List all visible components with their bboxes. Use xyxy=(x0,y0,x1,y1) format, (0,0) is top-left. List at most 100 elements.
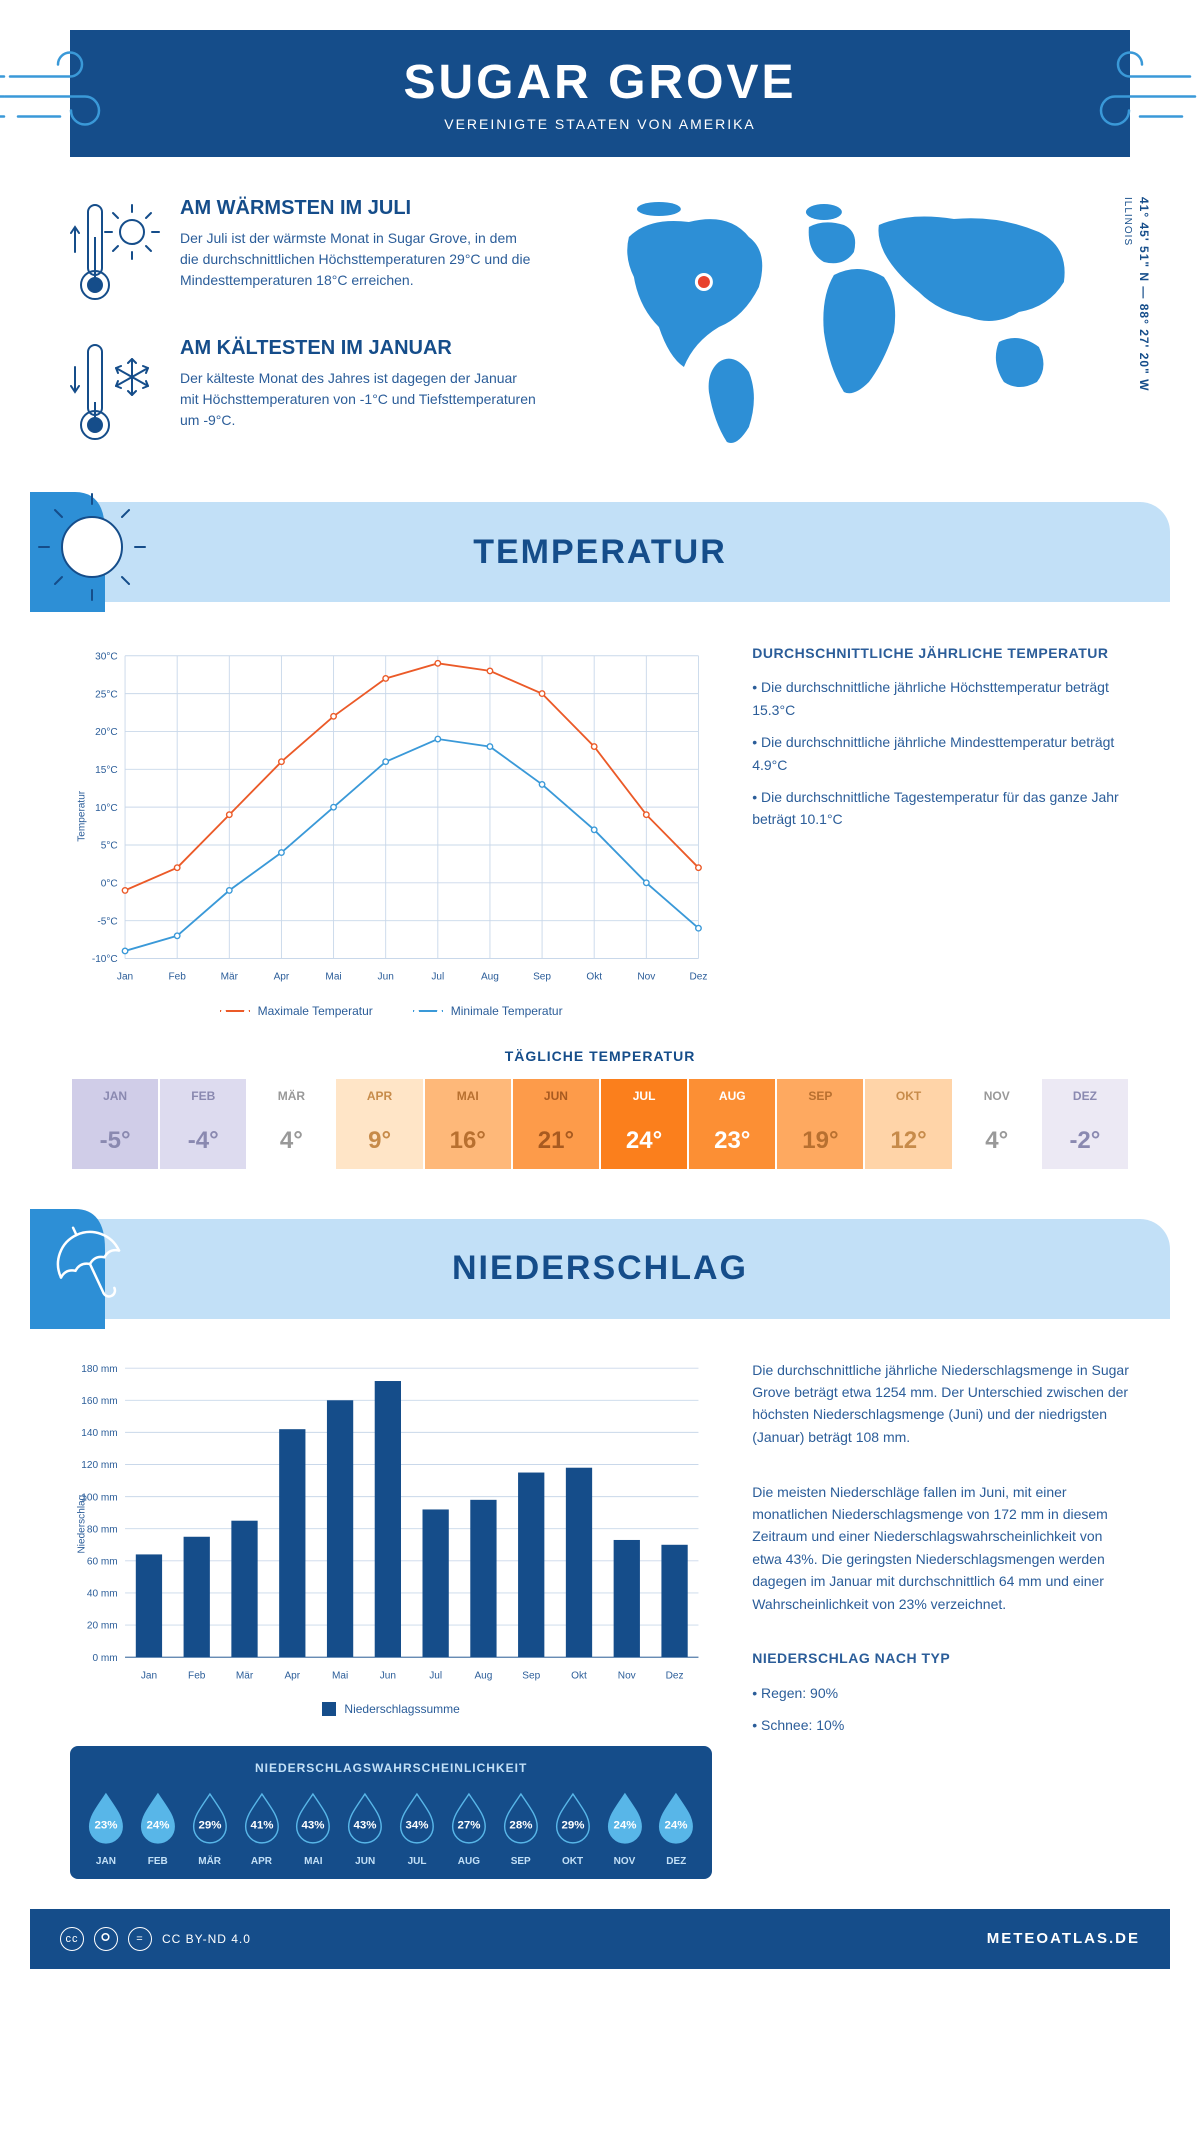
svg-text:Mai: Mai xyxy=(325,972,341,983)
daily-temp-grid: JAN-5°FEB-4°MÄR4°APR9°MAI16°JUN21°JUL24°… xyxy=(70,1079,1130,1169)
svg-text:Sep: Sep xyxy=(522,1670,540,1681)
svg-text:Aug: Aug xyxy=(481,972,499,983)
warmest-summary: AM WÄRMSTEN IM JULI Der Juli ist der wär… xyxy=(70,197,538,307)
probability-drop: 43%JUN xyxy=(341,1789,389,1867)
svg-text:30°C: 30°C xyxy=(95,651,118,662)
svg-text:40 mm: 40 mm xyxy=(87,1588,118,1599)
probability-drop: 24%DEZ xyxy=(652,1789,700,1867)
daily-temp-cell: AUG23° xyxy=(689,1079,777,1169)
daily-temp-cell: MÄR4° xyxy=(248,1079,336,1169)
daily-temp-cell: SEP19° xyxy=(777,1079,865,1169)
nd-icon: = xyxy=(128,1927,152,1951)
svg-text:43%: 43% xyxy=(302,1819,325,1831)
svg-text:Okt: Okt xyxy=(571,1670,587,1681)
warmest-text: Der Juli ist der wärmste Monat in Sugar … xyxy=(180,228,538,291)
svg-text:Jul: Jul xyxy=(431,972,444,983)
svg-text:0 mm: 0 mm xyxy=(93,1652,118,1663)
svg-text:Feb: Feb xyxy=(168,972,186,983)
sun-icon xyxy=(30,492,160,612)
daily-temp-cell: JAN-5° xyxy=(72,1079,160,1169)
umbrella-icon xyxy=(30,1209,160,1329)
svg-text:28%: 28% xyxy=(509,1819,532,1831)
svg-text:23%: 23% xyxy=(94,1819,117,1831)
svg-text:Jun: Jun xyxy=(380,1670,396,1681)
svg-text:15°C: 15°C xyxy=(95,765,118,776)
svg-text:180 mm: 180 mm xyxy=(81,1363,117,1374)
page-title: SUGAR GROVE xyxy=(70,55,1130,110)
probability-drop: 23%JAN xyxy=(82,1789,130,1867)
probability-drop: 34%JUL xyxy=(393,1789,441,1867)
svg-text:160 mm: 160 mm xyxy=(81,1396,117,1407)
svg-text:10°C: 10°C xyxy=(95,803,118,814)
precipitation-legend: Niederschlagssumme xyxy=(70,1702,712,1716)
svg-text:20 mm: 20 mm xyxy=(87,1620,118,1631)
daily-temp-cell: FEB-4° xyxy=(160,1079,248,1169)
svg-text:27%: 27% xyxy=(457,1819,480,1831)
svg-text:24%: 24% xyxy=(146,1819,169,1831)
svg-text:Okt: Okt xyxy=(586,972,602,983)
site-name: METEOATLAS.DE xyxy=(987,1930,1140,1947)
svg-text:24%: 24% xyxy=(665,1819,688,1831)
thermometer-hot-icon xyxy=(70,197,160,307)
svg-text:41%: 41% xyxy=(250,1819,273,1831)
precipitation-header: NIEDERSCHLAG xyxy=(30,1219,1170,1319)
daily-temp-title: TÄGLICHE TEMPERATUR xyxy=(30,1048,1170,1064)
daily-temp-cell: NOV4° xyxy=(954,1079,1042,1169)
temperature-info: DURCHSCHNITTLICHE JÄHRLICHE TEMPERATUR •… xyxy=(752,642,1130,1018)
svg-text:Niederschlag: Niederschlag xyxy=(77,1494,88,1553)
page-subtitle: VEREINIGTE STAATEN VON AMERIKA xyxy=(70,116,1130,132)
daily-temp-cell: JUL24° xyxy=(601,1079,689,1169)
daily-temp-cell: MAI16° xyxy=(425,1079,513,1169)
svg-text:Sep: Sep xyxy=(533,972,551,983)
svg-text:34%: 34% xyxy=(406,1819,429,1831)
precipitation-probability-box: NIEDERSCHLAGSWAHRSCHEINLICHKEIT 23%JAN24… xyxy=(70,1746,712,1879)
license-label: CC BY-ND 4.0 xyxy=(162,1932,251,1946)
coldest-heading: AM KÄLTESTEN IM JANUAR xyxy=(180,337,538,360)
header-bar: SUGAR GROVE VEREINIGTE STAATEN VON AMERI… xyxy=(70,30,1130,157)
daily-temp-cell: JUN21° xyxy=(513,1079,601,1169)
wind-icon xyxy=(0,46,120,141)
precipitation-bar-chart: 0 mm20 mm40 mm60 mm80 mm100 mm120 mm140 … xyxy=(70,1359,712,1689)
daily-temp-cell: DEZ-2° xyxy=(1042,1079,1130,1169)
svg-text:Feb: Feb xyxy=(188,1670,206,1681)
svg-text:Apr: Apr xyxy=(274,972,290,983)
daily-temp-cell: OKT12° xyxy=(865,1079,953,1169)
svg-text:5°C: 5°C xyxy=(101,841,118,852)
svg-text:24%: 24% xyxy=(613,1819,636,1831)
svg-text:20°C: 20°C xyxy=(95,727,118,738)
svg-text:Mär: Mär xyxy=(236,1670,254,1681)
temperature-line-chart: -10°C-5°C0°C5°C10°C15°C20°C25°C30°CJanFe… xyxy=(70,642,712,991)
probability-drop: 41%APR xyxy=(238,1789,286,1867)
svg-text:29%: 29% xyxy=(198,1819,221,1831)
world-map: 41° 45' 51" N — 88° 27' 20" WILLINOIS xyxy=(568,197,1130,462)
svg-text:Temperatur: Temperatur xyxy=(77,790,88,842)
svg-text:0°C: 0°C xyxy=(101,878,118,889)
thermometer-cold-icon xyxy=(70,337,160,447)
svg-text:Dez: Dez xyxy=(689,972,707,983)
svg-text:Aug: Aug xyxy=(474,1670,492,1681)
svg-text:43%: 43% xyxy=(354,1819,377,1831)
svg-text:-10°C: -10°C xyxy=(92,954,118,965)
svg-text:Dez: Dez xyxy=(666,1670,684,1681)
warmest-heading: AM WÄRMSTEN IM JULI xyxy=(180,197,538,220)
svg-text:Mär: Mär xyxy=(221,972,239,983)
probability-drop: 27%AUG xyxy=(445,1789,493,1867)
svg-text:Nov: Nov xyxy=(637,972,655,983)
svg-text:Jul: Jul xyxy=(429,1670,442,1681)
coordinates: 41° 45' 51" N — 88° 27' 20" WILLINOIS xyxy=(1118,197,1152,391)
svg-text:Jan: Jan xyxy=(141,1670,157,1681)
probability-drop: 29%OKT xyxy=(549,1789,597,1867)
probability-drop: 43%MAI xyxy=(289,1789,337,1867)
probability-drop: 24%FEB xyxy=(134,1789,182,1867)
svg-text:80 mm: 80 mm xyxy=(87,1524,118,1535)
coldest-text: Der kälteste Monat des Jahres ist dagege… xyxy=(180,368,538,431)
svg-text:Apr: Apr xyxy=(284,1670,300,1681)
cc-icon: cc xyxy=(60,1927,84,1951)
svg-text:29%: 29% xyxy=(561,1819,584,1831)
footer-bar: cc 🞇 = CC BY-ND 4.0 METEOATLAS.DE xyxy=(30,1909,1170,1969)
coldest-summary: AM KÄLTESTEN IM JANUAR Der kälteste Mona… xyxy=(70,337,538,447)
svg-text:140 mm: 140 mm xyxy=(81,1428,117,1439)
svg-text:Nov: Nov xyxy=(618,1670,636,1681)
temperature-legend: Maximale Temperatur Minimale Temperatur xyxy=(70,1004,712,1018)
daily-temp-cell: APR9° xyxy=(336,1079,424,1169)
